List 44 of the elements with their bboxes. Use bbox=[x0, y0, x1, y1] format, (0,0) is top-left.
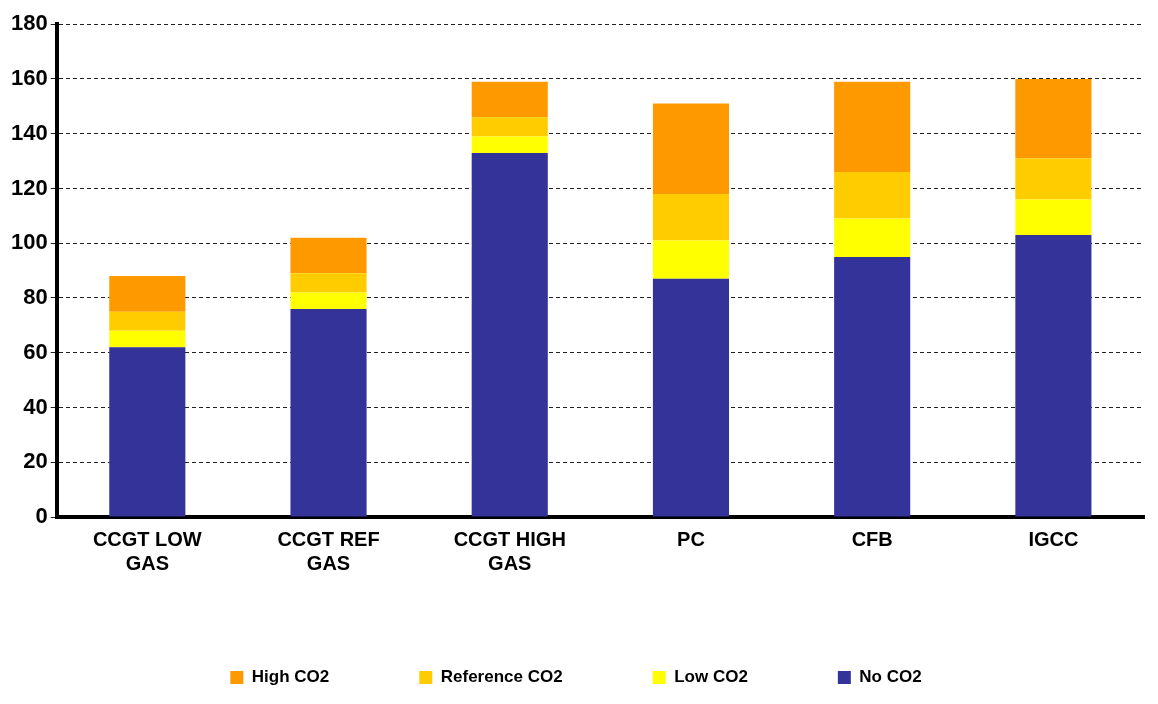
legend-label: Low CO2 bbox=[674, 667, 748, 687]
bar bbox=[471, 81, 548, 118]
bar bbox=[290, 292, 367, 309]
y-tick-label: 140 bbox=[10, 119, 48, 145]
legend-label: No CO2 bbox=[859, 667, 922, 687]
y-tick-label: 40 bbox=[23, 393, 48, 419]
bar bbox=[652, 103, 730, 194]
legend-label: Reference CO2 bbox=[440, 667, 563, 687]
bar bbox=[834, 81, 911, 173]
bar bbox=[834, 256, 911, 517]
bar bbox=[471, 136, 548, 153]
bar bbox=[471, 117, 548, 137]
bar bbox=[290, 273, 367, 293]
y-tick-label: 60 bbox=[23, 338, 48, 364]
bar bbox=[834, 218, 911, 257]
y-tick-label: 20 bbox=[23, 448, 48, 474]
bar bbox=[109, 347, 186, 517]
y-tick-label: 180 bbox=[10, 10, 48, 36]
bar bbox=[109, 330, 186, 348]
bar bbox=[652, 193, 730, 241]
bar bbox=[1015, 235, 1092, 517]
bar bbox=[834, 172, 911, 219]
bar bbox=[652, 278, 730, 517]
bar bbox=[109, 311, 186, 331]
bar bbox=[290, 308, 367, 517]
bar bbox=[290, 237, 367, 274]
bar bbox=[109, 276, 186, 312]
x-tick-label: CCGT LOW GAS bbox=[92, 527, 202, 574]
y-tick-label: 80 bbox=[23, 284, 48, 310]
y-tick-label: 100 bbox=[10, 229, 48, 255]
bar bbox=[1015, 158, 1092, 200]
y-tick-label: 0 bbox=[35, 503, 48, 529]
y-tick-label: 160 bbox=[10, 65, 48, 91]
x-tick-label: CCGT HIGH GAS bbox=[453, 527, 566, 574]
bar bbox=[471, 152, 548, 517]
y-tick-label: 120 bbox=[10, 174, 48, 200]
x-tick-label: IGCC bbox=[1028, 527, 1079, 550]
bar bbox=[1015, 78, 1092, 159]
x-tick-label: CFB bbox=[851, 527, 893, 550]
legend-label: High CO2 bbox=[251, 667, 330, 687]
x-tick-label: PC bbox=[677, 527, 705, 550]
bar bbox=[1015, 199, 1092, 236]
bar bbox=[652, 240, 730, 279]
x-tick-label: CCGT REF GAS bbox=[277, 527, 380, 574]
